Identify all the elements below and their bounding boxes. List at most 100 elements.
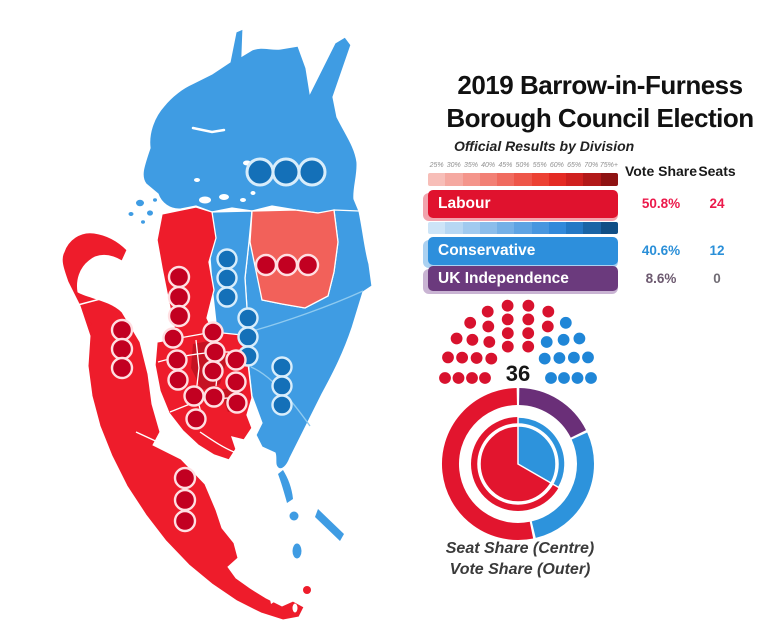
- donut-outer-segment: [518, 388, 587, 438]
- scale-segment: [600, 173, 618, 186]
- seat-dot: [545, 372, 557, 384]
- seat-dot: [456, 351, 468, 364]
- scale-segment: [428, 173, 446, 186]
- ukip-bar: UK Independence: [428, 266, 618, 291]
- map-seat-dot: [216, 286, 238, 308]
- scale-segment: [445, 222, 463, 234]
- seat-dot: [481, 305, 494, 318]
- scale-tick-label: 40%: [481, 162, 496, 169]
- seat-dot: [501, 299, 514, 312]
- scale-tick-label: 45%: [498, 162, 513, 169]
- map-seat-dot: [183, 385, 205, 407]
- donut-inner-pie-wedge: [517, 416, 566, 489]
- scale-segment: [445, 173, 463, 186]
- seat-vote-share-donut: [442, 388, 594, 540]
- conservative-bar: Conservative: [428, 237, 618, 265]
- scale-segment: [566, 222, 584, 234]
- donut-outer-segment: [531, 432, 594, 538]
- map-seat-dot: [203, 386, 225, 408]
- map-seat-dot: [271, 394, 293, 416]
- map-seat-dot: [216, 267, 238, 289]
- map-seat-dot: [202, 360, 224, 382]
- map-seat-dot: [162, 327, 184, 349]
- map-seat-markers: [110, 157, 327, 533]
- map-seat-dot: [167, 265, 191, 289]
- map-seat-dot: [110, 356, 134, 380]
- seat-dot: [557, 333, 570, 346]
- map-red-island-boundaries: [73, 297, 163, 445]
- donut-caption-line1: Seat Share (Centre): [445, 540, 595, 557]
- donut-caption-line2: Vote Share (Outer): [449, 561, 591, 578]
- scale-tick-label: 50%: [515, 162, 530, 169]
- map-seat-dot: [237, 307, 259, 329]
- conservative-vote-share-scale: [428, 222, 618, 234]
- party-row-ukip: UK Independence 8.6% 0: [420, 266, 780, 294]
- map-seat-dot: [166, 349, 188, 371]
- map-seat-dot: [173, 509, 197, 533]
- seat-dot: [470, 352, 483, 364]
- seat-dot: [464, 316, 477, 329]
- map-seat-dot: [225, 349, 247, 371]
- map-seat-dot: [275, 253, 299, 277]
- map-red-freckles: [82, 297, 311, 594]
- seat-dot: [442, 351, 454, 364]
- scale-segment: [531, 173, 549, 186]
- vote-share-scale-labels: 25% 30% 35% 40% 45% 50% 55% 60% 65% 70% 75%+: [428, 162, 618, 169]
- map-seat-dot: [173, 466, 197, 490]
- seat-dot: [522, 327, 535, 340]
- party-row-labour: Labour 50.8% 24: [420, 190, 780, 221]
- seat-dot: [466, 333, 479, 346]
- seat-dot: [485, 352, 498, 365]
- map-seat-dot: [297, 157, 327, 187]
- scale-segment: [583, 222, 601, 234]
- seat-dot: [559, 316, 572, 329]
- map-seat-dot: [271, 157, 301, 187]
- scale-segment: [462, 222, 480, 234]
- scale-segment: [600, 222, 618, 234]
- seat-dot: [501, 313, 514, 326]
- scale-tick-label: 70%: [584, 162, 599, 169]
- scale-segment: [514, 222, 532, 234]
- map-seat-dot: [167, 304, 191, 328]
- donut-inner-white-ring: [477, 423, 559, 505]
- seat-dot: [466, 372, 478, 384]
- seat-dot: [501, 327, 514, 340]
- map-seat-dot: [237, 326, 259, 348]
- map-seat-dot: [185, 408, 207, 430]
- conservative-vote-share: 40.6%: [641, 243, 681, 258]
- map-seat-dot: [271, 375, 293, 397]
- seat-dot: [571, 372, 584, 384]
- seat-dot: [582, 351, 594, 364]
- seat-dot: [573, 332, 586, 345]
- seat-dot: [541, 320, 554, 333]
- scale-segment: [428, 222, 446, 234]
- party-row-conservative: Conservative 40.6% 12: [420, 237, 780, 268]
- results-panel: 2019 Barrow-in-Furness Borough Council E…: [420, 0, 780, 637]
- map-river-line: [191, 126, 226, 134]
- scale-tick-label: 30%: [446, 162, 461, 169]
- page-subtitle: Official Results by Division: [454, 138, 635, 154]
- parliament-dot-chart: [439, 299, 597, 384]
- scale-segment: [479, 173, 498, 186]
- seat-dot: [452, 372, 465, 384]
- results-map: [61, 28, 373, 621]
- scale-segment: [514, 173, 532, 186]
- seat-dot: [450, 332, 463, 345]
- map-seat-dot: [110, 337, 134, 361]
- scale-segment: [566, 173, 584, 186]
- map-seat-dot: [167, 369, 189, 391]
- ukip-seats: 0: [713, 271, 721, 286]
- column-header-vote-share: Vote Share: [624, 163, 698, 179]
- map-red-island-tip-details: [268, 590, 298, 613]
- scale-segment: [531, 222, 549, 234]
- labour-label: Labour: [438, 195, 491, 212]
- conservative-seats: 12: [709, 243, 725, 258]
- map-islands-south: [278, 470, 344, 559]
- map-region-north-blue: [142, 28, 360, 214]
- map-seat-dot: [204, 341, 226, 363]
- scale-segment: [583, 173, 601, 186]
- map-seat-dot: [254, 253, 278, 277]
- map-seat-dot: [167, 285, 191, 309]
- seat-dot: [439, 372, 451, 384]
- scale-segment: [548, 173, 567, 186]
